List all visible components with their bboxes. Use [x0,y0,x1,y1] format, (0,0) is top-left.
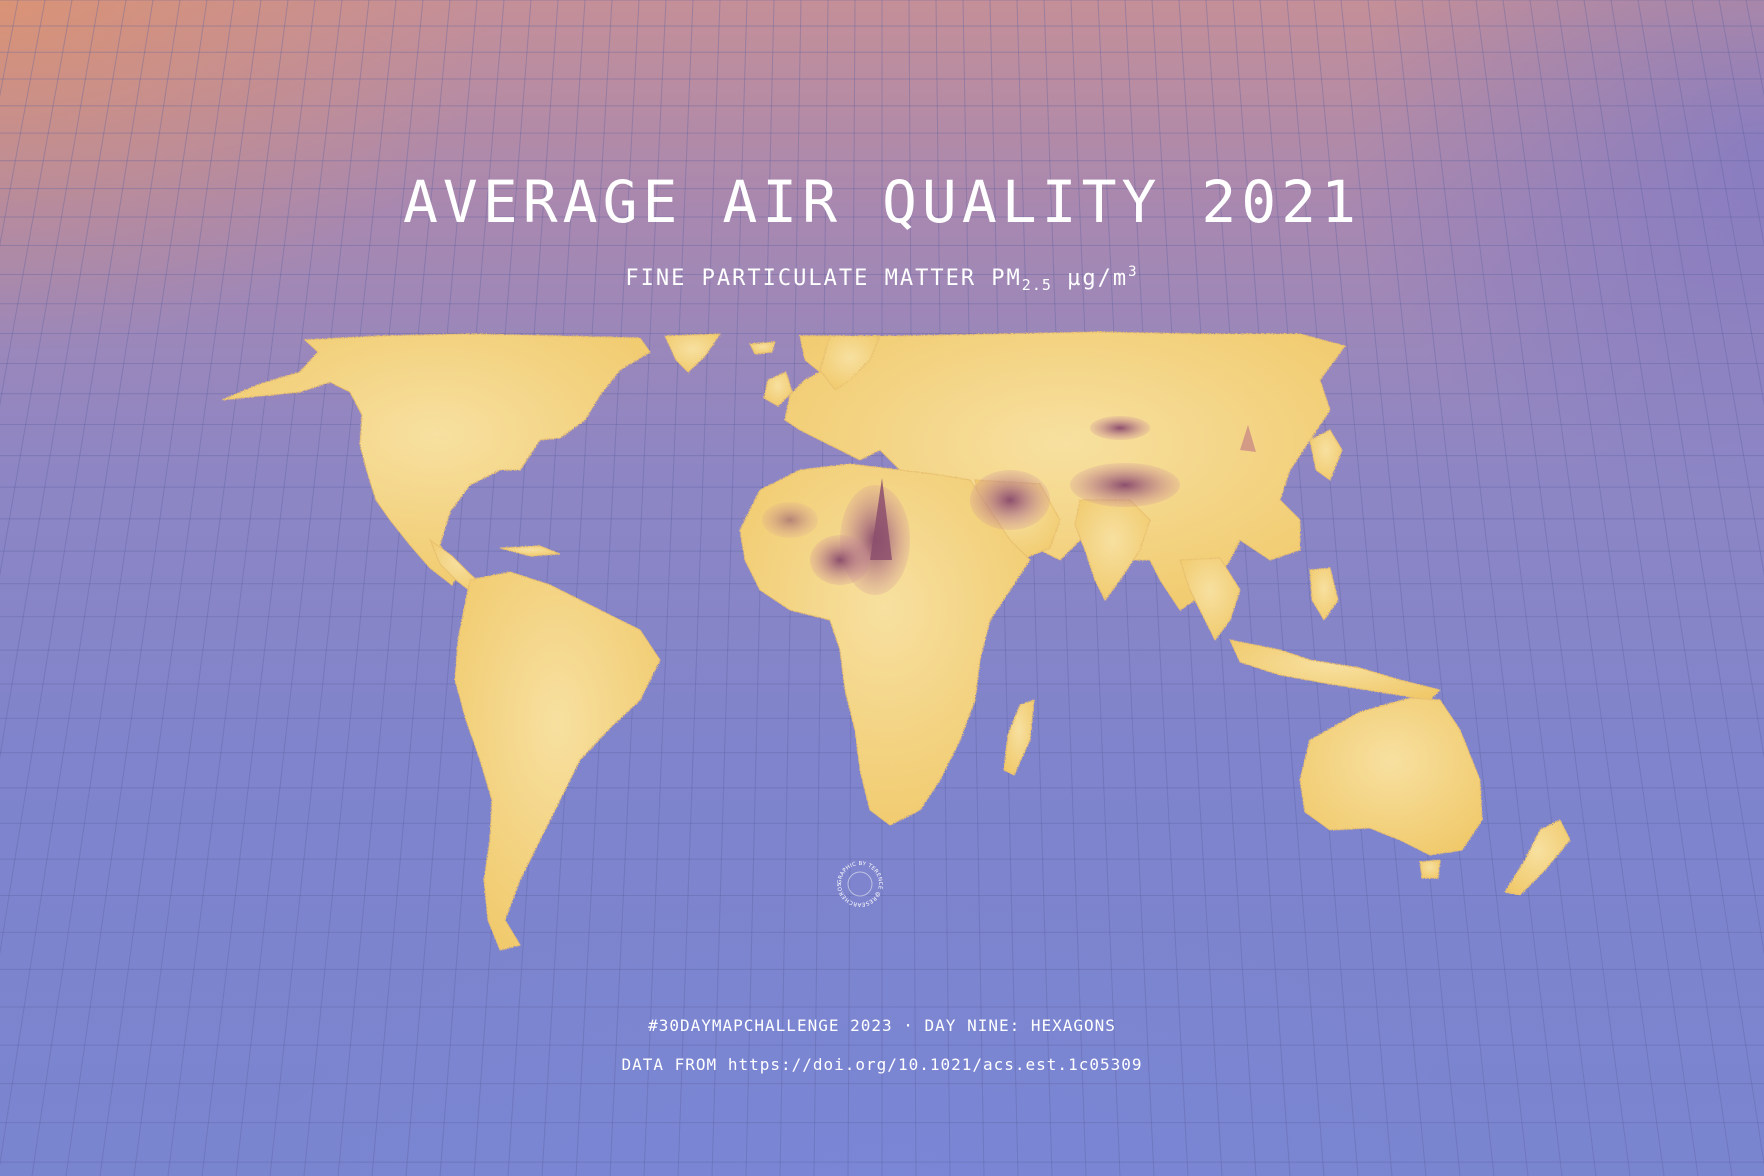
grid-line-vertical [1097,0,1155,1176]
grid-line-vertical [1313,0,1427,1176]
grid-line-vertical [1529,0,1699,1176]
grid-line-vertical [0,0,181,1167]
hotspot-north-africa [762,502,818,538]
grid-line-vertical [677,0,721,1176]
grid-line-vertical [1421,0,1563,1176]
grid-line-vertical [0,0,154,956]
caribbean-islands [499,545,561,557]
spike-china [1240,425,1256,452]
grid-line-vertical [1124,0,1189,1176]
japan-landmass [1309,429,1343,481]
grid-line-vertical [1556,0,1733,1176]
subtitle-prefix: FINE PARTICULATE MATTER PM [625,266,1022,291]
iceland-landmass [749,341,776,355]
grid-line-vertical [1043,0,1087,1176]
grid-line-vertical [1583,0,1764,1167]
north-america-landmass [221,333,651,586]
grid-line-vertical [1394,0,1529,1176]
hotspot-central-asia [1090,416,1150,440]
grid-line-vertical [133,0,289,1176]
india-landmass [1074,499,1151,601]
grid-line-vertical [65,0,235,1176]
grid-line-vertical [1232,0,1325,1176]
grid-line-vertical [1475,0,1631,1176]
indonesia-islands [1229,639,1441,701]
grid-line-vertical [1340,0,1461,1176]
page-title: AVERAGE AIR QUALITY 2021 [402,168,1362,236]
grid-line-vertical [609,0,667,1176]
grid-line-vertical [337,0,451,1176]
credit-badge: GRAPHIC BY TERENCE @RESEARCHEROSHUI [832,856,883,907]
grid-line-vertical [1259,0,1359,1176]
hotspot-north-india [1070,463,1180,507]
grid-line-vertical [1610,0,1764,956]
grid-line-vertical [405,0,505,1176]
grid-line-vertical [1637,0,1764,760]
scandinavia-landmass [819,335,881,391]
grid-line-vertical [235,0,370,1176]
madagascar-landmass [1003,699,1035,776]
grid-line-vertical [1016,0,1053,1176]
grid-line-vertical [0,0,73,407]
pm-subscript: 2.5 [1021,276,1052,294]
hotspot-west-africa [810,535,870,585]
svg-text:GRAPHIC BY TERENCE @RESEARCHER: GRAPHIC BY TERENCE @RESEARCHEROSHUI [832,856,883,907]
grid-line-vertical [269,0,397,1176]
tasmania-landmass [1419,859,1441,879]
hotspot-middle-east [970,470,1050,530]
southeast-asia-landmass [1179,557,1241,641]
grid-line-vertical [201,0,343,1176]
grid-line-vertical [31,0,208,1176]
philippines-islands [1309,567,1339,621]
grid-line-vertical [0,0,46,247]
grid-line-vertical [541,0,613,1176]
grid-line-vertical [1691,0,1764,407]
grid-line-vertical [1664,0,1764,577]
grid-line-vertical [167,0,316,1176]
grid-line-vertical [1502,0,1665,1176]
greenland-landmass [664,333,721,373]
footer-data-source: DATA FROM https://doi.org/10.1021/acs.es… [621,1055,1143,1074]
new-zealand-landmass [1504,819,1571,896]
grid-line-vertical [99,0,262,1176]
grid-line-vertical [1367,0,1495,1176]
australia-landmass [1299,697,1483,856]
credit-badge-text: GRAPHIC BY TERENCE @RESEARCHEROSHUI [832,856,883,907]
spike-chad [870,478,892,560]
grid-line-vertical [711,0,748,1176]
footer-challenge: #30DAYMAPCHALLENGE 2023 · DAY NINE: HEXA… [648,1016,1116,1035]
unit-superscript: 3 [1128,264,1139,280]
grid-line-vertical [0,0,100,577]
britain-landmass [763,371,793,407]
grid-line-vertical [1286,0,1393,1176]
grid-line-vertical [1070,0,1121,1176]
grid-line-vertical [1718,0,1764,247]
grid-line-vertical [0,0,127,760]
grid-line-vertical [575,0,640,1176]
grid-line-vertical [303,0,424,1176]
grid-line-vertical [1448,0,1597,1176]
south-america-landmass [454,571,661,951]
grid-line-vertical [643,0,694,1176]
pollution-hotspots [762,416,1256,595]
grid-line-vertical [371,0,478,1176]
page-subtitle: FINE PARTICULATE MATTER PM2.5 µg/m3 [0,264,1764,294]
grid-line-vertical [1205,0,1291,1176]
subtitle-unit: µg/m [1067,266,1129,291]
